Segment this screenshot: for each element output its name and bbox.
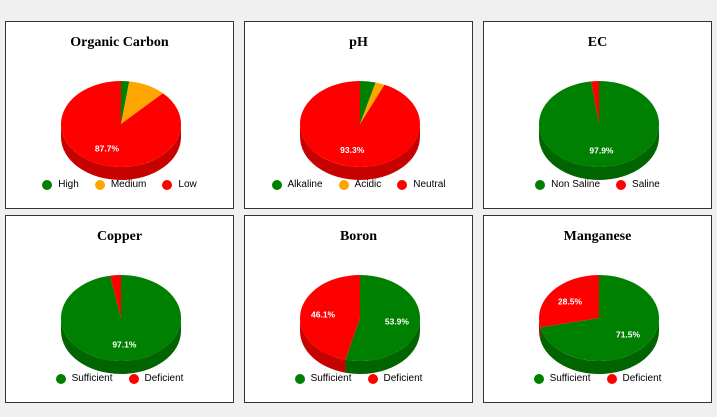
pie-chart: 87.7% xyxy=(61,81,181,180)
chart-title: EC xyxy=(587,35,608,50)
legend-label: Sufficient xyxy=(310,373,352,384)
pie-slice-deficient[interactable] xyxy=(539,275,599,328)
pie-side-sufficient xyxy=(61,318,181,374)
pie-chart: 71.5% 28.5% xyxy=(539,275,659,374)
slice-data-label: 46.1% xyxy=(311,310,336,320)
pie-slice-acidic[interactable] xyxy=(360,82,385,124)
legend-item-non-saline[interactable]: Non Saline xyxy=(535,179,600,190)
chart-title: Boron xyxy=(339,229,378,244)
legend-marker-icon xyxy=(535,179,546,190)
chart-title: Manganese xyxy=(563,229,632,244)
legend-label: Sufficient xyxy=(71,373,113,384)
legend-label: Deficient xyxy=(622,373,662,384)
legend-label: Medium xyxy=(110,179,147,190)
legend-item-sufficient[interactable]: Sufficient xyxy=(294,373,352,384)
pie-slice-deficient[interactable] xyxy=(300,275,360,360)
legend-marker-icon xyxy=(128,373,139,384)
chart-card-boron: Boron 53.9% 46.1% Sufficient Deficient xyxy=(244,215,473,403)
legend-marker-icon xyxy=(367,373,378,384)
slice-data-label: 97.9% xyxy=(589,146,614,156)
legend-label: Alkaline xyxy=(287,179,323,190)
chart-legend: Sufficient Deficient xyxy=(484,373,711,384)
slice-data-label: 87.7% xyxy=(95,144,120,154)
slice-data-label: 28.5% xyxy=(558,296,583,306)
pie-slice-high[interactable] xyxy=(121,81,130,124)
legend-item-sufficient[interactable]: Sufficient xyxy=(533,373,591,384)
pie-side-deficient xyxy=(539,318,541,341)
legend-marker-icon xyxy=(294,373,305,384)
pie-slice-alkaline[interactable] xyxy=(360,81,376,124)
legend-marker-icon xyxy=(606,373,617,384)
legend-item-high[interactable]: High xyxy=(42,179,79,190)
pie-slice-medium[interactable] xyxy=(121,81,163,124)
pie-slice-sufficient[interactable] xyxy=(61,275,182,361)
legend-label: Low xyxy=(178,179,197,190)
legend-label: Sufficient xyxy=(549,373,591,384)
chart-legend: High Medium Low xyxy=(6,179,233,190)
chart-card-ec: EC 97.9% Non Saline Saline xyxy=(483,21,712,209)
legend-label: Saline xyxy=(632,179,660,190)
pie-slice-deficient[interactable] xyxy=(110,275,121,318)
pie-chart: 93.3% xyxy=(300,81,420,180)
pie-side-deficient xyxy=(300,318,346,373)
legend-marker-icon xyxy=(397,179,408,190)
legend-item-deficient[interactable]: Deficient xyxy=(606,373,662,384)
chart-card-manganese: Manganese 71.5% 28.5% Sufficient Deficient xyxy=(483,215,712,403)
legend-marker-icon xyxy=(42,179,53,190)
chart-title: Copper xyxy=(96,229,143,244)
pie-chart: 97.9% xyxy=(539,81,659,180)
chart-title: pH xyxy=(349,35,368,50)
pie-slice-sufficient[interactable] xyxy=(540,275,659,361)
chart-card-copper: Copper 97.1% Sufficient Deficient xyxy=(5,215,234,403)
legend-marker-icon xyxy=(162,179,173,190)
legend-marker-icon xyxy=(55,373,66,384)
legend-item-sufficient[interactable]: Sufficient xyxy=(55,373,113,384)
slice-data-label: 71.5% xyxy=(616,330,641,340)
slice-data-label: 97.1% xyxy=(112,340,137,350)
legend-marker-icon xyxy=(616,179,627,190)
legend-item-low[interactable]: Low xyxy=(162,179,197,190)
pie-slice-low[interactable] xyxy=(61,81,181,167)
legend-item-acidic[interactable]: Acidic xyxy=(338,179,382,190)
legend-marker-icon xyxy=(271,179,282,190)
legend-item-alkaline[interactable]: Alkaline xyxy=(271,179,323,190)
legend-label: Deficient xyxy=(383,373,423,384)
legend-item-saline[interactable]: Saline xyxy=(616,179,660,190)
chart-title: Organic Carbon xyxy=(70,35,169,50)
legend-label: Non Saline xyxy=(551,179,601,190)
legend-marker-icon xyxy=(338,179,349,190)
pie-slice-neutral[interactable] xyxy=(300,81,420,167)
slice-data-label: 53.9% xyxy=(385,316,410,326)
pie-side-low xyxy=(61,124,181,180)
pie-slice-sufficient[interactable] xyxy=(345,275,420,361)
chart-legend: Sufficient Deficient xyxy=(245,373,472,384)
legend-label: Neutral xyxy=(413,179,446,190)
legend-item-medium[interactable]: Medium xyxy=(94,179,147,190)
slice-data-label: 93.3% xyxy=(340,145,365,155)
pie-chart: 97.1% xyxy=(61,275,182,374)
legend-label: Acidic xyxy=(354,179,382,190)
chart-legend: Non Saline Saline xyxy=(484,179,711,190)
legend-item-neutral[interactable]: Neutral xyxy=(397,179,445,190)
chart-card-ph: pH 93.3% Alkaline Acidic Neutral xyxy=(244,21,473,209)
pie-slice-saline[interactable] xyxy=(591,81,599,124)
pie-side-non-saline xyxy=(539,124,659,180)
chart-legend: Alkaline Acidic Neutral xyxy=(245,179,472,190)
legend-label: Deficient xyxy=(144,373,184,384)
chart-legend: Sufficient Deficient xyxy=(6,373,233,384)
pie-side-sufficient xyxy=(540,318,659,374)
legend-marker-icon xyxy=(94,179,105,190)
legend-marker-icon xyxy=(533,373,544,384)
chart-card-organic-carbon: Organic Carbon 87.7% High Medium Low xyxy=(5,21,234,209)
legend-item-deficient[interactable]: Deficient xyxy=(367,373,423,384)
legend-item-deficient[interactable]: Deficient xyxy=(128,373,184,384)
pie-side-sufficient xyxy=(345,318,420,374)
legend-label: High xyxy=(58,179,79,190)
pie-side-neutral xyxy=(300,124,420,180)
pie-chart: 53.9% 46.1% xyxy=(300,275,420,374)
